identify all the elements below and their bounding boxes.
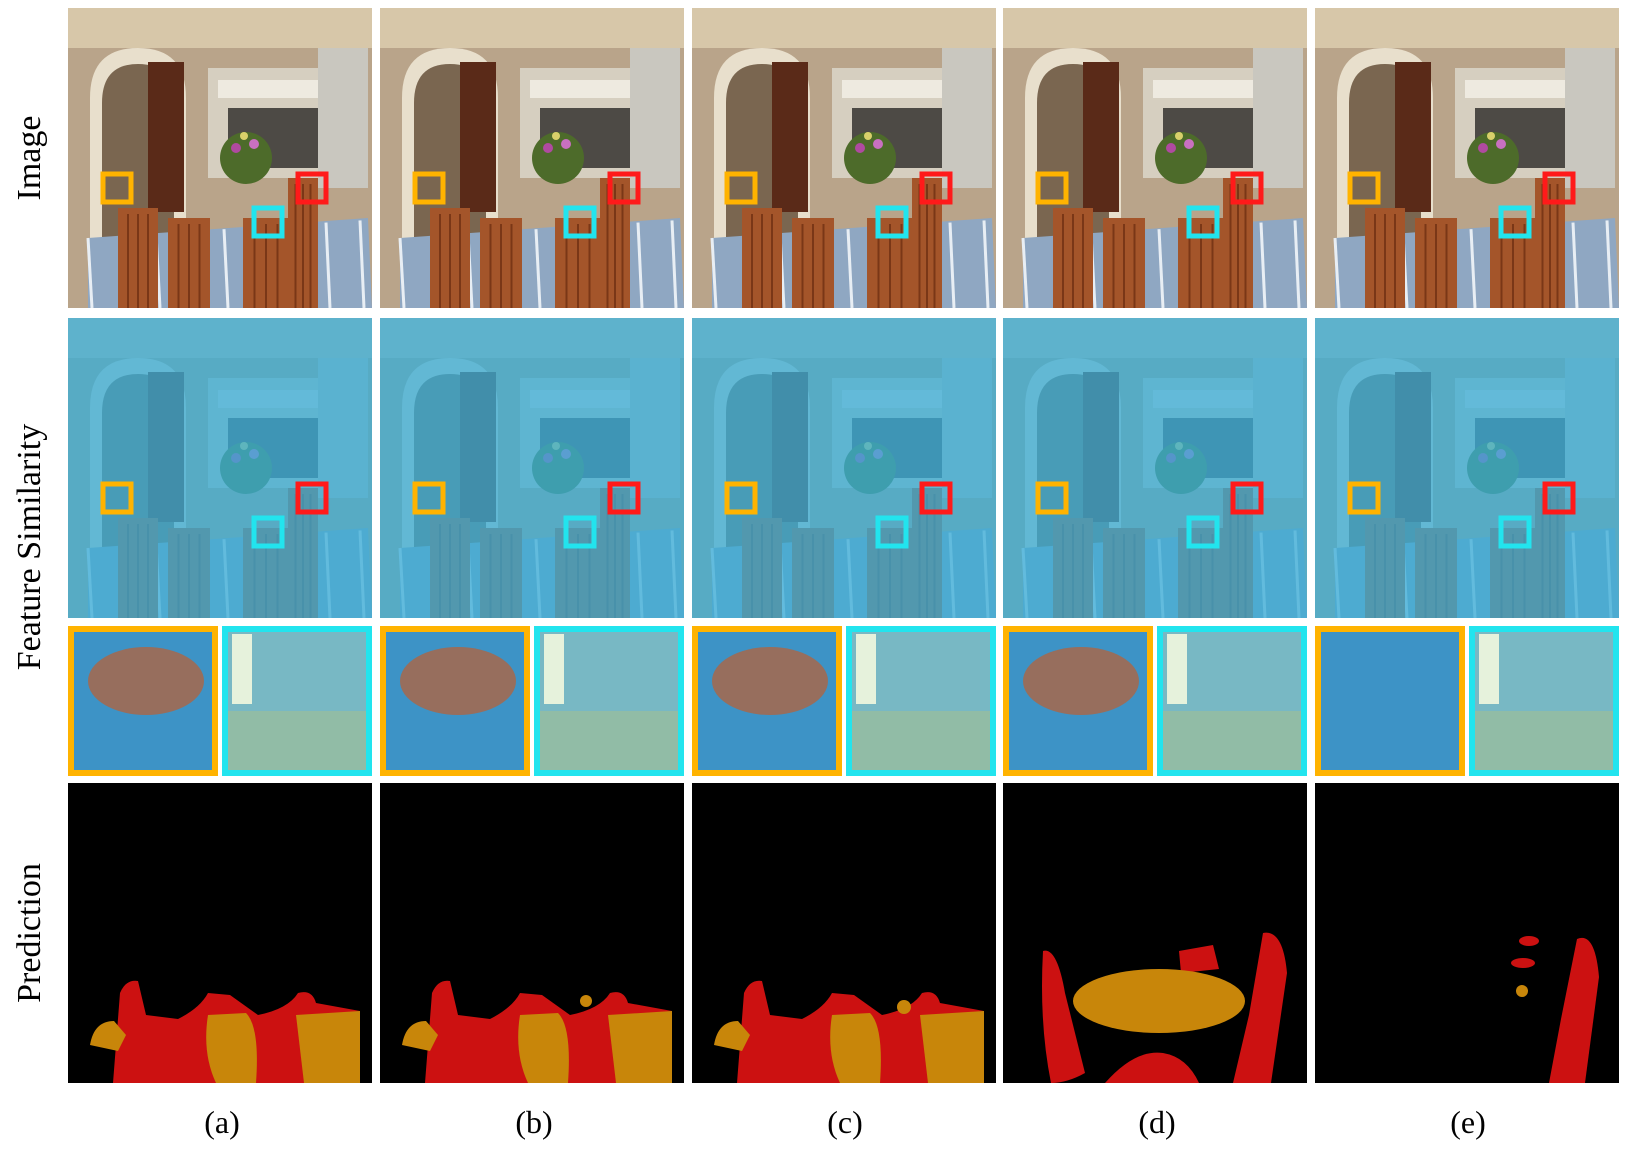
column-label-c: (c) — [827, 1104, 863, 1140]
prediction-mask-4 — [1315, 783, 1619, 1083]
feature-similarity-map-4 — [1315, 318, 1619, 618]
row-label-feature-similarity: Feature Similarity — [11, 423, 48, 671]
scene-image-2 — [692, 8, 996, 308]
feature-similarity-map-3 — [1003, 318, 1307, 618]
zoom-crop-cyan-4 — [1469, 626, 1619, 776]
feature-similarity-map-2 — [692, 318, 996, 618]
row-label-prediction: Prediction — [11, 863, 48, 1003]
column-label-e: (e) — [1450, 1104, 1486, 1140]
zoom-crop-orange-2 — [692, 626, 842, 776]
scene-image-1 — [380, 8, 684, 308]
scene-image-4 — [1315, 8, 1619, 308]
column-label-d: (d) — [1138, 1104, 1176, 1140]
zoom-crop-cyan-3 — [1157, 626, 1307, 776]
zoom-crop-orange-1 — [380, 626, 530, 776]
prediction-mask-2 — [692, 783, 996, 1083]
column-label-a: (a) — [204, 1104, 240, 1140]
zoom-crop-orange-4 — [1315, 626, 1465, 776]
column-label-b: (b) — [515, 1104, 553, 1140]
scene-image-0 — [68, 8, 372, 308]
feature-similarity-map-0 — [68, 318, 372, 618]
scene-image-3 — [1003, 8, 1307, 308]
zoom-crop-orange-3 — [1003, 626, 1153, 776]
prediction-mask-1 — [380, 783, 684, 1083]
zoom-crop-cyan-2 — [846, 626, 996, 776]
prediction-mask-0 — [68, 783, 372, 1083]
feature-similarity-map-1 — [380, 318, 684, 618]
zoom-crop-cyan-0 — [222, 626, 372, 776]
zoom-crop-cyan-1 — [534, 626, 684, 776]
zoom-crop-orange-0 — [68, 626, 218, 776]
prediction-mask-3 — [1003, 783, 1307, 1083]
row-label-image: Image — [11, 115, 48, 201]
